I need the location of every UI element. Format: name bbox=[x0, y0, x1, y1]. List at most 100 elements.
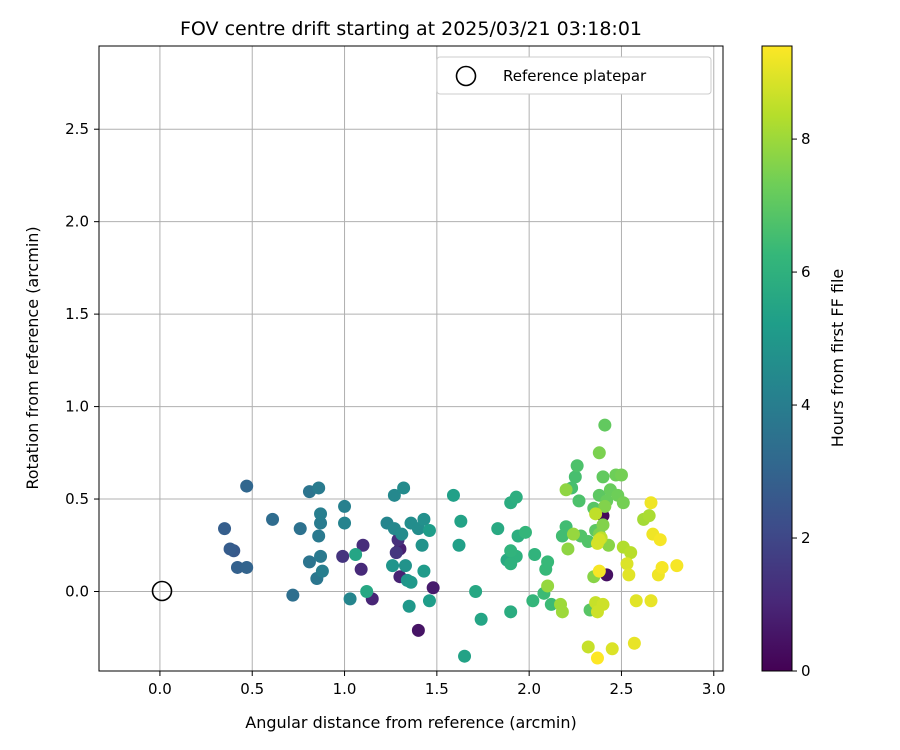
data-point bbox=[386, 559, 400, 573]
data-point bbox=[504, 605, 518, 619]
data-point bbox=[293, 522, 307, 536]
data-point bbox=[504, 557, 518, 571]
data-point bbox=[356, 538, 370, 552]
data-point bbox=[541, 579, 555, 593]
data-point bbox=[343, 592, 357, 606]
grid-lines bbox=[99, 46, 723, 671]
data-point bbox=[446, 488, 460, 502]
y-tick-label: 1.0 bbox=[65, 398, 89, 416]
plot-frame bbox=[98, 45, 724, 672]
data-point bbox=[415, 538, 429, 552]
data-point bbox=[590, 536, 604, 550]
data-point bbox=[592, 564, 606, 578]
legend-reference-label: Reference platepar bbox=[503, 67, 647, 85]
data-point bbox=[590, 651, 604, 665]
data-point bbox=[541, 555, 555, 569]
data-point bbox=[561, 542, 575, 556]
y-tick-label: 1.5 bbox=[65, 305, 89, 323]
y-axis-label: Rotation from reference (arcmin) bbox=[23, 226, 42, 489]
data-point bbox=[655, 560, 669, 574]
data-point bbox=[653, 533, 667, 547]
x-tick-label: 1.5 bbox=[425, 680, 449, 698]
chart-title: FOV centre drift starting at 2025/03/21 … bbox=[180, 18, 642, 40]
data-point bbox=[302, 555, 316, 569]
data-point bbox=[566, 527, 580, 541]
x-tick-label: 1.0 bbox=[333, 680, 357, 698]
data-point bbox=[504, 544, 518, 558]
data-point bbox=[240, 560, 254, 574]
x-axis-ticks: 0.0 0.5 1.0 1.5 2.0 2.5 3.0 bbox=[148, 671, 726, 698]
data-point bbox=[387, 488, 401, 502]
y-tick-label: 0.5 bbox=[65, 490, 89, 508]
data-point bbox=[314, 507, 328, 521]
x-tick-label: 0.5 bbox=[240, 680, 264, 698]
data-point bbox=[266, 512, 280, 526]
data-point bbox=[422, 594, 436, 608]
x-axis-label: Angular distance from reference (arcmin) bbox=[245, 713, 576, 732]
data-point bbox=[670, 559, 684, 573]
data-point bbox=[422, 523, 436, 537]
data-point bbox=[592, 446, 606, 460]
data-point bbox=[590, 605, 604, 619]
data-point bbox=[581, 640, 595, 654]
data-point bbox=[417, 564, 431, 578]
data-point bbox=[526, 594, 540, 608]
x-tick-label: 2.0 bbox=[517, 680, 541, 698]
data-point bbox=[629, 594, 643, 608]
data-point bbox=[474, 612, 488, 626]
colorbar-tick-label: 2 bbox=[801, 529, 811, 547]
data-point bbox=[314, 549, 328, 563]
colorbar-ticks: 0 2 4 6 8 bbox=[792, 130, 811, 680]
data-point bbox=[389, 546, 403, 560]
data-point bbox=[223, 542, 237, 556]
colorbar-tick-label: 0 bbox=[801, 662, 811, 680]
y-axis-ticks: 0.0 0.5 1.0 1.5 2.0 2.5 bbox=[65, 120, 99, 600]
data-point bbox=[559, 483, 573, 497]
data-point bbox=[620, 557, 634, 571]
data-point bbox=[509, 490, 523, 504]
legend-reference-marker bbox=[455, 65, 477, 87]
data-point bbox=[616, 496, 630, 510]
data-point bbox=[644, 594, 658, 608]
y-tick-label: 2.0 bbox=[65, 213, 89, 231]
data-point bbox=[589, 507, 603, 521]
data-point bbox=[218, 522, 232, 536]
data-point bbox=[555, 605, 569, 619]
data-point bbox=[518, 525, 532, 539]
data-point bbox=[570, 459, 584, 473]
data-point bbox=[417, 512, 431, 526]
reference-platepar-marker bbox=[151, 580, 173, 602]
data-point bbox=[644, 496, 658, 510]
data-point bbox=[312, 481, 326, 495]
data-point bbox=[315, 564, 329, 578]
data-point bbox=[642, 509, 656, 523]
data-point bbox=[398, 559, 412, 573]
data-point bbox=[411, 623, 425, 637]
colorbar bbox=[761, 45, 793, 672]
data-point bbox=[624, 546, 638, 560]
data-point bbox=[568, 470, 582, 484]
data-point bbox=[314, 516, 328, 530]
data-point bbox=[491, 522, 505, 536]
data-point bbox=[312, 529, 326, 543]
data-point bbox=[605, 642, 619, 656]
data-point bbox=[528, 548, 542, 562]
x-tick-label: 2.5 bbox=[610, 680, 634, 698]
data-point bbox=[614, 468, 628, 482]
y-tick-label: 2.5 bbox=[65, 120, 89, 138]
data-point bbox=[354, 562, 368, 576]
data-point bbox=[622, 568, 636, 582]
data-point bbox=[596, 470, 610, 484]
data-point bbox=[360, 584, 374, 598]
data-point bbox=[349, 548, 363, 562]
legend-box bbox=[436, 56, 712, 95]
colorbar-label: Hours from first FF file bbox=[828, 269, 847, 448]
x-tick-label: 0.0 bbox=[148, 680, 172, 698]
data-point bbox=[338, 499, 352, 513]
colorbar-tick-label: 4 bbox=[801, 396, 811, 414]
y-tick-label: 0.0 bbox=[65, 582, 89, 600]
data-point bbox=[397, 481, 411, 495]
data-point bbox=[338, 516, 352, 530]
data-point bbox=[454, 514, 468, 528]
data-point bbox=[230, 560, 244, 574]
